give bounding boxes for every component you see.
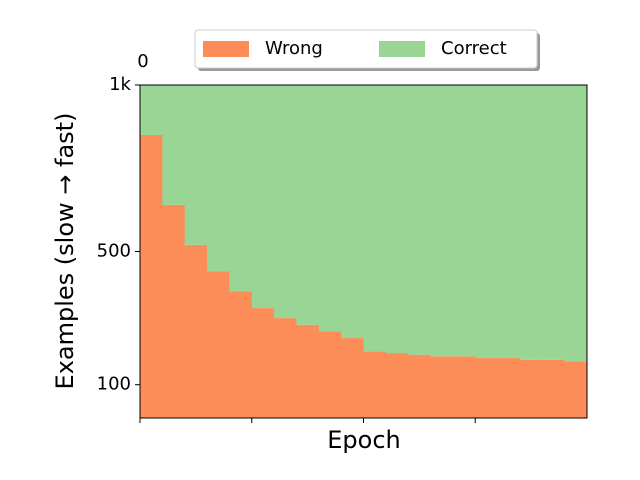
cell bbox=[274, 318, 297, 418]
cell bbox=[542, 359, 566, 418]
cell bbox=[363, 85, 387, 352]
cell bbox=[251, 85, 275, 309]
cell bbox=[475, 85, 499, 359]
offset-label: 0 bbox=[137, 51, 148, 72]
legend-label: Correct bbox=[441, 38, 507, 59]
legend-swatch bbox=[379, 41, 425, 57]
cell bbox=[274, 85, 297, 319]
cell bbox=[162, 204, 186, 418]
cell bbox=[251, 308, 275, 418]
cell bbox=[229, 291, 253, 418]
cell bbox=[408, 85, 432, 355]
cell bbox=[318, 331, 342, 418]
y-tick-label: 100 bbox=[97, 374, 131, 395]
y-tick-label: 1k bbox=[109, 74, 131, 95]
cell bbox=[184, 244, 208, 418]
cell bbox=[341, 85, 364, 339]
cell bbox=[542, 85, 566, 360]
cell bbox=[341, 338, 364, 418]
cell bbox=[497, 85, 521, 359]
cell bbox=[497, 358, 521, 418]
cell bbox=[385, 353, 409, 418]
cell bbox=[207, 85, 230, 272]
x-axis-label: Epoch bbox=[327, 426, 401, 454]
cell bbox=[296, 324, 320, 418]
cell bbox=[430, 85, 454, 357]
y-axis-label: Examples (slow → fast) bbox=[51, 113, 79, 390]
cell bbox=[519, 85, 543, 360]
cell bbox=[140, 134, 163, 418]
cell bbox=[385, 85, 409, 354]
cell bbox=[475, 358, 499, 418]
cell bbox=[296, 85, 320, 325]
legend-swatch bbox=[203, 41, 249, 57]
cell bbox=[564, 361, 588, 418]
cell bbox=[363, 351, 387, 418]
cell bbox=[564, 85, 588, 362]
legend-label: Wrong bbox=[265, 38, 323, 59]
cell bbox=[318, 85, 342, 332]
legend-box bbox=[194, 29, 538, 69]
legend: Wrong Correct bbox=[194, 29, 540, 71]
cell bbox=[519, 359, 543, 418]
cell bbox=[452, 356, 476, 418]
cell bbox=[184, 85, 208, 245]
cell bbox=[430, 356, 454, 418]
cell bbox=[229, 85, 253, 292]
cell bbox=[452, 85, 476, 357]
cell bbox=[140, 85, 163, 135]
cell bbox=[207, 271, 230, 418]
cell bbox=[162, 85, 186, 205]
cell bbox=[408, 354, 432, 418]
y-tick-label: 500 bbox=[97, 241, 131, 262]
